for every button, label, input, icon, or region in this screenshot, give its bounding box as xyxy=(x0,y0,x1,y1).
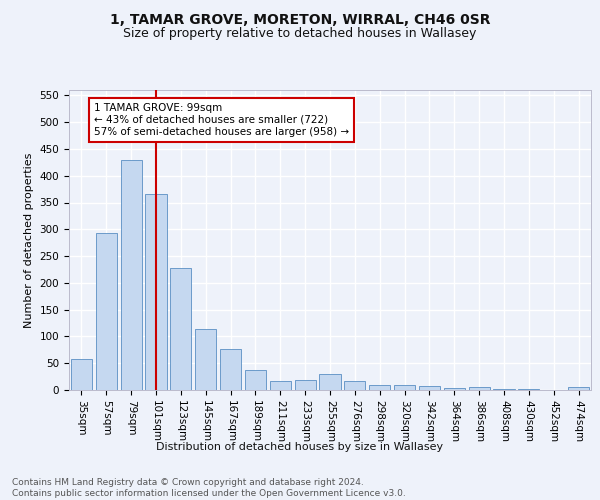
Text: Distribution of detached houses by size in Wallasey: Distribution of detached houses by size … xyxy=(157,442,443,452)
Bar xyxy=(469,388,490,390)
Bar xyxy=(96,233,117,390)
Text: Contains HM Land Registry data © Crown copyright and database right 2024.
Contai: Contains HM Land Registry data © Crown c… xyxy=(12,478,406,498)
Bar xyxy=(170,268,191,390)
Text: 1 TAMAR GROVE: 99sqm
← 43% of detached houses are smaller (722)
57% of semi-deta: 1 TAMAR GROVE: 99sqm ← 43% of detached h… xyxy=(94,104,349,136)
Bar xyxy=(245,370,266,390)
Bar xyxy=(344,381,365,390)
Bar xyxy=(319,374,341,390)
Bar xyxy=(270,381,291,390)
Bar xyxy=(121,160,142,390)
Bar xyxy=(568,388,589,390)
Bar xyxy=(220,350,241,390)
Bar xyxy=(369,384,390,390)
Y-axis label: Number of detached properties: Number of detached properties xyxy=(24,152,34,328)
Bar xyxy=(71,360,92,390)
Bar xyxy=(145,194,167,390)
Text: Size of property relative to detached houses in Wallasey: Size of property relative to detached ho… xyxy=(124,28,476,40)
Bar xyxy=(444,388,465,390)
Bar xyxy=(419,386,440,390)
Text: 1, TAMAR GROVE, MORETON, WIRRAL, CH46 0SR: 1, TAMAR GROVE, MORETON, WIRRAL, CH46 0S… xyxy=(110,12,490,26)
Bar xyxy=(394,384,415,390)
Bar xyxy=(195,330,216,390)
Bar xyxy=(295,380,316,390)
